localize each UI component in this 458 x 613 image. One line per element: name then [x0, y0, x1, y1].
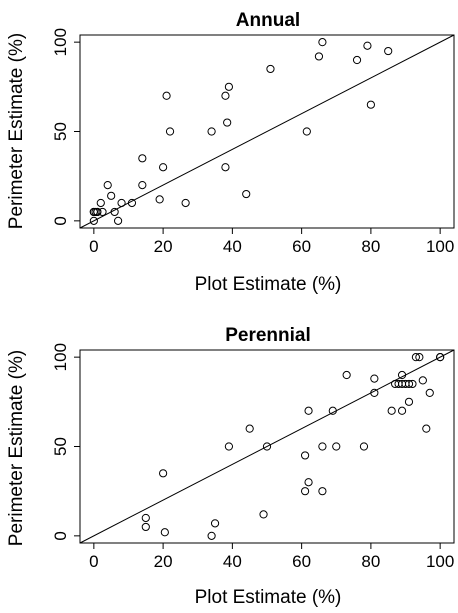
perennial-data-point: [304, 478, 313, 487]
perennial-data-point: [300, 451, 310, 460]
perennial-data-point: [207, 531, 216, 540]
annual-data-point: [117, 198, 126, 208]
annual-data-point: [207, 127, 216, 136]
perennial-data-point: [418, 376, 427, 385]
annual-data-point: [138, 181, 147, 190]
perennial-data-point: [210, 519, 220, 528]
perennial-x-tick-label: 40: [223, 552, 242, 571]
perennial-data-point: [318, 487, 327, 496]
annual-ticks: 0 20 40 60 80 100 0 50 100: [51, 28, 454, 256]
annual-x-tick-label: 20: [154, 237, 173, 256]
perennial-y-tick-label: 100: [51, 343, 70, 371]
perennial-y-tick-label: 0: [51, 531, 70, 540]
perennial-data-point: [160, 528, 169, 537]
annual-panel: Annual Plot Estimate (%) Perimeter Estim…: [6, 10, 455, 295]
perennial-data-point: [342, 370, 351, 380]
perennial-ticks: 0 20 40 60 80 100 0 50 100: [51, 343, 454, 571]
annual-data-point: [242, 189, 251, 199]
perennial-data-point: [262, 442, 272, 451]
annual-data-point: [159, 163, 168, 172]
perennial-data-point: [224, 442, 234, 451]
perennial-data-point: [159, 469, 168, 478]
annual-data-point: [352, 55, 362, 65]
perennial-panel: Perennial Plot Estimate (%) Perimeter Es…: [6, 325, 455, 608]
annual-data-point: [224, 82, 234, 91]
annual-x-axis-label: Plot Estimate (%): [195, 274, 342, 295]
annual-data-point: [98, 207, 107, 217]
perennial-data-point: [300, 487, 310, 496]
perennial-data-point: [370, 374, 379, 383]
annual-data-point: [93, 207, 102, 217]
annual-x-tick-label: 40: [223, 237, 242, 256]
annual-data-point: [384, 46, 393, 56]
annual-data-point: [110, 207, 119, 217]
annual-data-point: [223, 118, 232, 127]
perennial-data-point: [141, 513, 150, 523]
perennial-y-tick-label: 50: [51, 437, 70, 456]
perennial-data-point: [425, 388, 434, 397]
annual-x-tick-label: 60: [292, 237, 311, 256]
perennial-title: Perennial: [225, 325, 311, 346]
perennial-x-tick-label: 20: [154, 552, 173, 571]
perennial-data-point: [408, 379, 417, 389]
perennial-data-point: [359, 442, 369, 451]
annual-data-point: [318, 38, 327, 47]
annual-data-point: [165, 127, 175, 136]
annual-x-tick-label: 100: [426, 237, 454, 256]
annual-data-point: [127, 198, 137, 208]
perennial-marks: [79, 349, 455, 544]
annual-x-tick-label: 80: [361, 237, 380, 256]
annual-data-point: [113, 216, 123, 225]
perennial-data-point: [397, 406, 407, 415]
annual-data-point: [302, 127, 311, 136]
perennial-data-point: [415, 353, 424, 362]
perennial-y-axis-label: Perimeter Estimate (%): [6, 350, 27, 546]
perennial-data-point: [404, 379, 414, 389]
annual-data-point: [221, 163, 230, 172]
perennial-data-point: [411, 353, 421, 362]
perennial-data-point: [245, 424, 254, 433]
annual-data-point: [181, 198, 190, 208]
annual-marks: [79, 34, 455, 229]
annual-data-point: [96, 198, 105, 208]
perennial-x-tick-label: 60: [292, 552, 311, 571]
perennial-data-point: [141, 522, 150, 532]
perennial-x-tick-label: 80: [361, 552, 380, 571]
perennial-data-point: [332, 442, 341, 451]
perennial-data-point: [387, 406, 396, 415]
annual-title: Annual: [236, 10, 300, 31]
annual-data-point: [91, 207, 100, 217]
annual-y-tick-label: 50: [51, 122, 70, 141]
perennial-data-point: [397, 370, 407, 380]
annual-x-tick-label: 0: [89, 237, 98, 256]
annual-data-point: [138, 154, 147, 163]
annual-data-point: [155, 195, 164, 204]
annual-data-point: [107, 191, 116, 200]
perennial-x-tick-label: 100: [426, 552, 454, 571]
annual-data-point: [266, 64, 275, 74]
annual-data-point: [363, 41, 372, 50]
annual-data-point: [89, 216, 98, 225]
perennial-data-point: [422, 424, 431, 433]
annual-identity-line: [79, 34, 455, 229]
perennial-x-tick-label: 0: [89, 552, 98, 571]
annual-data-point: [162, 91, 171, 100]
annual-data-point: [103, 181, 112, 190]
perennial-data-point: [436, 353, 445, 362]
annual-y-axis-label: Perimeter Estimate (%): [6, 33, 27, 229]
perennial-data-point: [318, 442, 327, 451]
annual-data-point: [221, 91, 230, 100]
perennial-data-point: [404, 397, 414, 406]
annual-y-tick-label: 0: [51, 216, 70, 225]
annual-y-tick-label: 100: [51, 28, 70, 56]
annual-data-point: [314, 52, 324, 61]
perennial-data-point: [370, 388, 379, 397]
annual-data-point: [366, 100, 375, 109]
perennial-data-point: [304, 406, 313, 415]
perennial-data-point: [259, 510, 268, 519]
perennial-data-point: [328, 406, 337, 415]
perennial-x-axis-label: Plot Estimate (%): [195, 587, 342, 608]
